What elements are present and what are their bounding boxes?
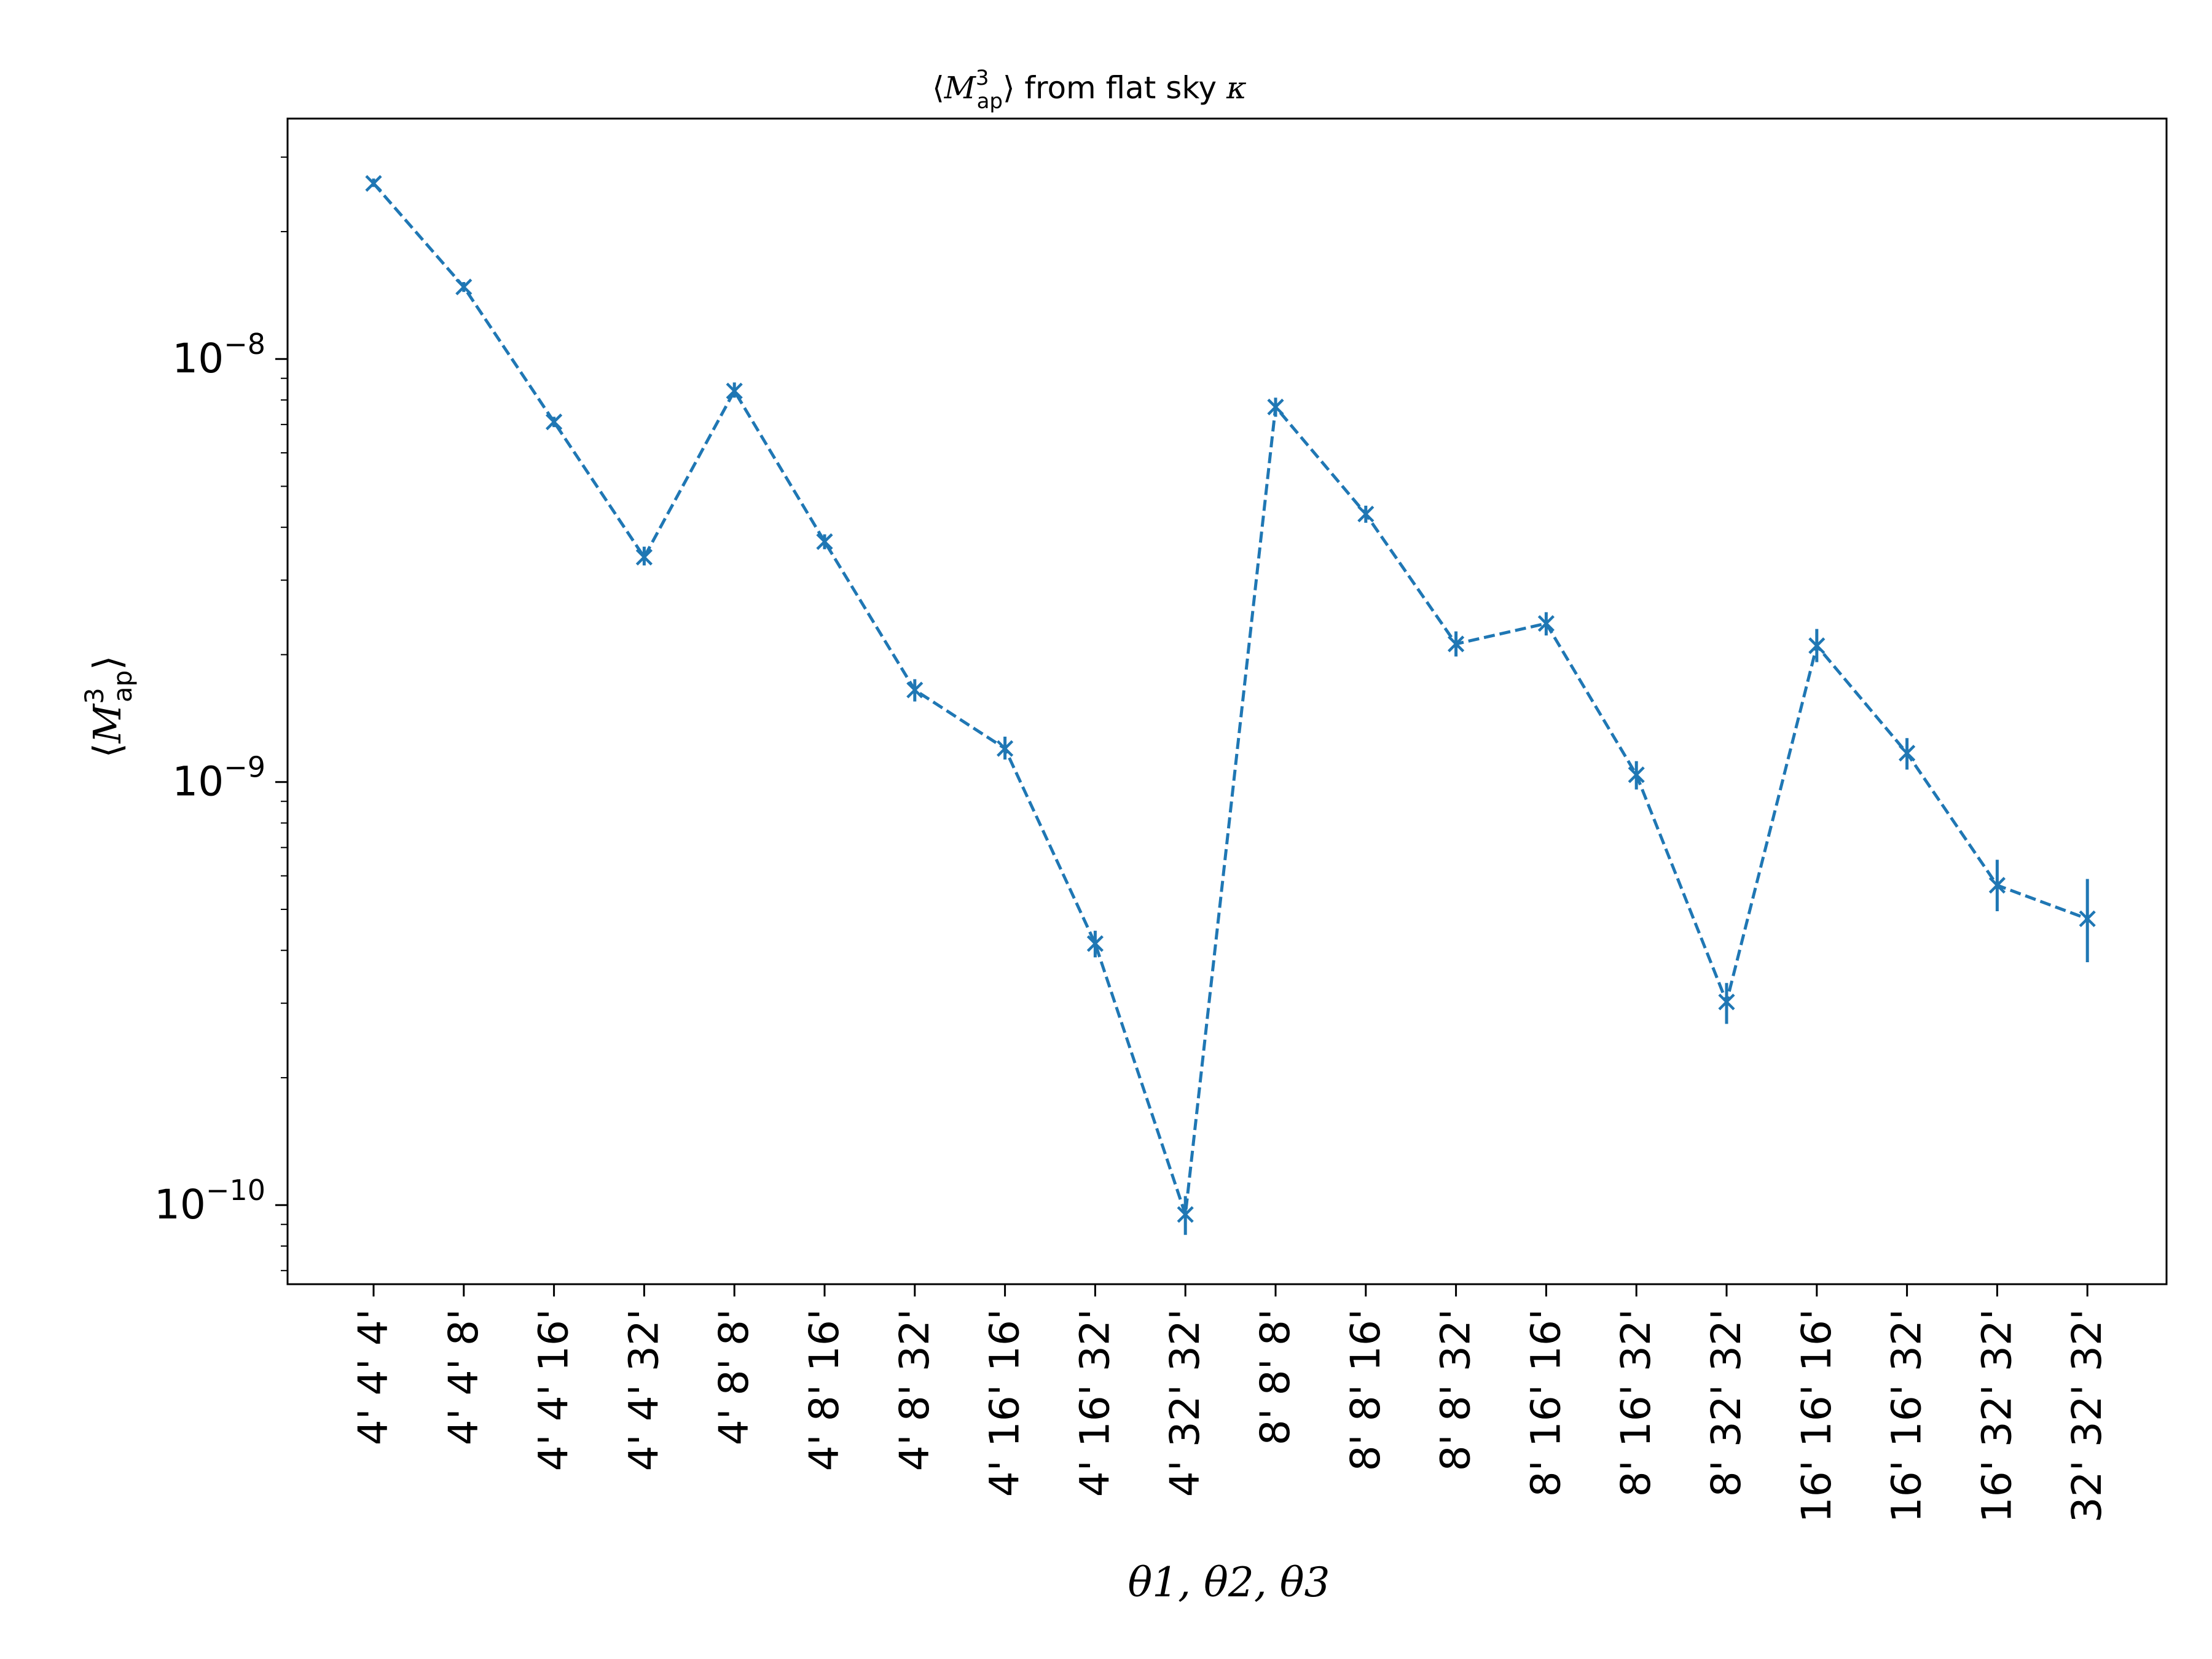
y-axis-label: ⟨M3ap⟩ bbox=[79, 655, 138, 758]
y-tick-label-base: 10 bbox=[172, 335, 224, 382]
marker-stroke bbox=[1537, 615, 1555, 632]
data-point bbox=[1448, 635, 1465, 653]
x-tick-label: 16' 16' 32' bbox=[1883, 1309, 1931, 1523]
marker-stroke bbox=[1086, 935, 1104, 952]
data-point bbox=[1267, 398, 1284, 415]
marker-stroke bbox=[365, 175, 382, 192]
y-tick-label-exponent: −8 bbox=[224, 327, 265, 361]
x-tick-label: 8' 8' 16' bbox=[1342, 1309, 1389, 1471]
x-tick-label: 4' 8' 8' bbox=[710, 1309, 758, 1445]
data-point bbox=[546, 414, 563, 431]
x-tick-label: 8' 32' 32' bbox=[1703, 1309, 1750, 1497]
marker-stroke bbox=[997, 740, 1014, 757]
marker-stroke bbox=[1628, 766, 1645, 783]
x-tick-label: 4' 8' 32' bbox=[891, 1309, 938, 1471]
data-point bbox=[1357, 505, 1375, 523]
marker-stroke bbox=[906, 681, 924, 699]
x-tick-label: 4' 8' 16' bbox=[801, 1309, 848, 1471]
plot-area: 10−810−910−10 4' 4' 4' 4' 4' 8' 4' 4' 16' 4… bbox=[154, 117, 2168, 1523]
marker-stroke bbox=[1899, 745, 1916, 762]
x-tick-label: 4' 4' 16' bbox=[530, 1309, 578, 1471]
marker-stroke bbox=[455, 278, 473, 296]
data-point bbox=[816, 533, 833, 551]
x-axis-ticks: 4' 4' 4' 4' 4' 8' 4' 4' 16' 4' 4' 32' 4' 8' … bbox=[350, 1284, 2111, 1523]
data-point bbox=[1628, 766, 1645, 783]
data-point bbox=[997, 740, 1014, 757]
marker-stroke bbox=[1448, 635, 1465, 653]
marker-stroke bbox=[1718, 994, 1735, 1011]
data-point bbox=[906, 681, 924, 699]
marker-stroke bbox=[635, 549, 653, 566]
x-tick-label: 8' 16' 16' bbox=[1522, 1309, 1569, 1497]
x-tick-label: 4' 4' 4' bbox=[350, 1309, 397, 1445]
x-tick-label: 16' 16' 16' bbox=[1793, 1309, 1840, 1523]
x-tick-label: 8' 8' 32' bbox=[1432, 1309, 1480, 1471]
data-point bbox=[726, 382, 743, 399]
marker-stroke bbox=[726, 382, 743, 399]
plot-frame bbox=[286, 117, 2168, 1285]
x-tick-label: 4' 32' 32' bbox=[1161, 1309, 1209, 1497]
marker-stroke bbox=[1988, 877, 2006, 894]
marker-stroke bbox=[546, 414, 563, 431]
x-tick-label: 4' 4' 8' bbox=[440, 1309, 487, 1445]
y-axis-ticks: 10−810−910−10 bbox=[154, 156, 288, 1271]
data-point bbox=[2079, 910, 2096, 927]
data-point bbox=[1899, 745, 1916, 762]
marker-stroke bbox=[1808, 637, 1826, 654]
y-tick-label: 10−9 bbox=[172, 751, 265, 806]
x-tick-label: 4' 16' 32' bbox=[1071, 1309, 1118, 1497]
data-point bbox=[635, 549, 653, 566]
x-tick-label: 4' 16' 16' bbox=[981, 1309, 1029, 1497]
data-point bbox=[1718, 994, 1735, 1011]
marker-stroke bbox=[1357, 505, 1375, 523]
data-point bbox=[1177, 1206, 1194, 1223]
y-tick-label-base: 10 bbox=[172, 758, 224, 806]
data-point bbox=[1808, 637, 1826, 654]
x-tick-label: 32' 32' 32' bbox=[2063, 1309, 2111, 1523]
data-point bbox=[365, 175, 382, 192]
chart-title: ⟨M3 ap⟩ from flat sky κ bbox=[932, 66, 1247, 114]
marker-stroke bbox=[1267, 398, 1284, 415]
y-tick-label: 10−10 bbox=[154, 1174, 265, 1228]
x-tick-label: 4' 4' 32' bbox=[620, 1309, 667, 1471]
x-tick-label: 16' 32' 32' bbox=[1973, 1309, 2020, 1523]
x-tick-label: 8' 8' 8' bbox=[1252, 1309, 1299, 1445]
data-point bbox=[1537, 615, 1555, 632]
data-point bbox=[1988, 877, 2006, 894]
marker-stroke bbox=[1177, 1206, 1194, 1223]
x-tick-label: 8' 16' 32' bbox=[1612, 1309, 1660, 1497]
series-layer bbox=[365, 175, 2096, 1235]
y-tick-label: 10−8 bbox=[172, 327, 265, 382]
y-tick-label-exponent: −10 bbox=[206, 1174, 265, 1207]
data-point bbox=[455, 278, 473, 296]
y-tick-label-base: 10 bbox=[154, 1181, 206, 1228]
x-axis-label: θ1, θ2, θ3 bbox=[1128, 1559, 1330, 1606]
y-tick-label-exponent: −9 bbox=[224, 751, 265, 784]
marker-stroke bbox=[816, 533, 833, 551]
series-line bbox=[372, 182, 2088, 1215]
data-point bbox=[1086, 935, 1104, 952]
marker-stroke bbox=[2079, 910, 2096, 927]
